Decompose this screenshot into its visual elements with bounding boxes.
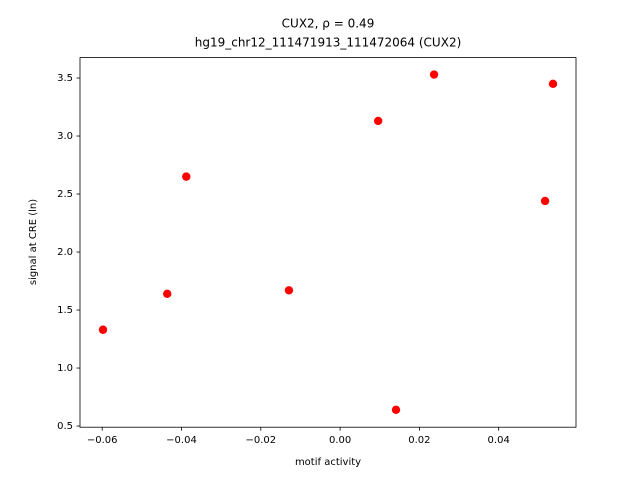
chart-title: CUX2, ρ = 0.49: [282, 17, 375, 31]
y-tick-label: 3.5: [57, 73, 73, 84]
point: [98, 325, 108, 334]
y-tick-label: 1.5: [57, 305, 73, 316]
point: [391, 405, 401, 414]
point: [182, 172, 191, 181]
point: [373, 116, 383, 126]
y-axis-label: signal at CRE (ln): [28, 199, 39, 285]
x-tick-label: 0.02: [408, 435, 430, 446]
plot-frame: [79, 57, 577, 428]
point: [163, 289, 172, 298]
x-tick-label: −0.04: [166, 435, 197, 446]
y-tick-label: 3.0: [57, 131, 73, 142]
x-axis-label: motif activity: [295, 457, 361, 468]
y-tick-label: 0.5: [57, 421, 73, 432]
x-tick-label: 0.04: [488, 435, 510, 446]
y-tick-label: 2.0: [57, 247, 73, 258]
chart-subtitle: hg19_chr12_111471913_111472064 (CUX2): [195, 36, 462, 50]
point: [429, 70, 439, 79]
x-tick-label: −0.06: [87, 435, 118, 446]
y-tick-label: 1.0: [57, 363, 73, 374]
point: [548, 79, 558, 89]
x-tick-label: −0.02: [245, 435, 276, 446]
y-tick-label: 2.5: [57, 189, 73, 200]
point: [540, 196, 550, 206]
x-tick-label: 0.00: [329, 435, 351, 446]
point: [284, 286, 294, 295]
